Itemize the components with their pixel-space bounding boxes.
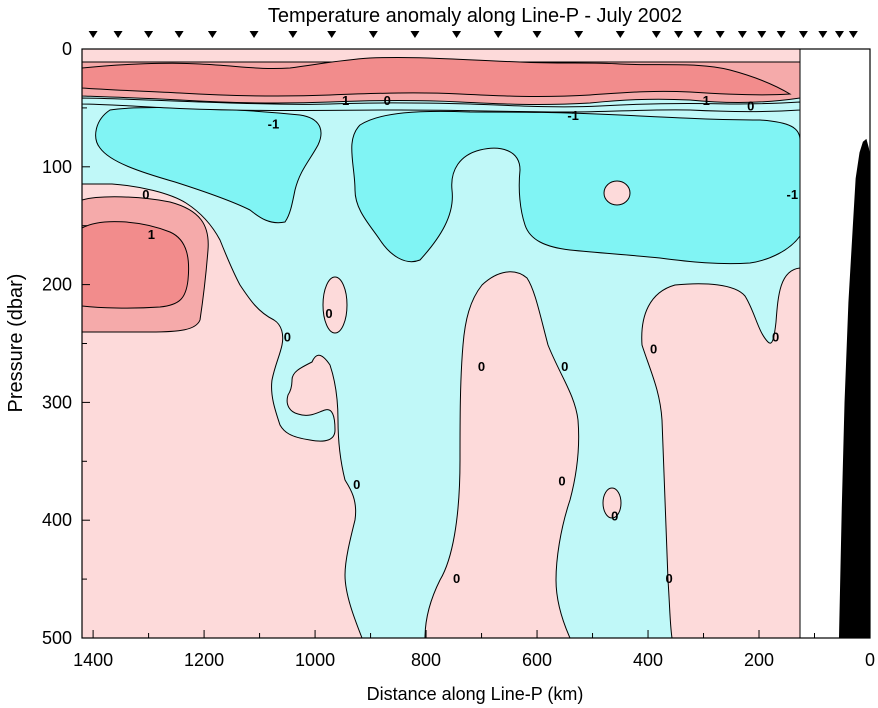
contour-label: 0 [353, 477, 360, 492]
contour-label: -1 [567, 108, 579, 123]
station-marker [693, 31, 703, 38]
station-marker [757, 31, 767, 38]
station-marker [288, 31, 298, 38]
contour-label: -1 [268, 116, 280, 131]
station-marker [144, 31, 154, 38]
x-tick-label: 0 [865, 650, 875, 670]
contour-label: 0 [611, 509, 618, 524]
contour-label: 0 [665, 571, 672, 586]
x-tick-label: 1400 [73, 650, 113, 670]
contour-label: 1 [342, 93, 349, 108]
y-tick-label: 300 [42, 392, 72, 412]
contour-label: 0 [384, 93, 391, 108]
anomaly-region-positive-strong-left [82, 221, 190, 309]
station-marker [452, 31, 462, 38]
station-marker [798, 31, 808, 38]
contour-label: -1 [787, 187, 799, 202]
station-marker [818, 31, 828, 38]
station-marker [249, 31, 259, 38]
chart-title: Temperature anomaly along Line-P - July … [268, 5, 682, 27]
contour-label: 0 [142, 187, 149, 202]
contour-label: 0 [325, 306, 332, 321]
x-tick-label: 800 [411, 650, 441, 670]
y-tick-label: 0 [62, 39, 72, 59]
contour-labels: 1 0 -1 -1 1 0 0 1 -1 0 0 0 0 0 0 0 0 0 0 0 [142, 93, 798, 586]
anomaly-region-negative-strong-center [351, 110, 800, 265]
station-markers [88, 31, 858, 38]
contour-label: 0 [478, 359, 485, 374]
contour-label: 0 [558, 473, 565, 488]
y-tick-label: 400 [42, 510, 72, 530]
x-tick-label: 400 [633, 650, 663, 670]
y-tick-label: 100 [42, 157, 72, 177]
y-tick-label: 500 [42, 628, 72, 648]
contour-label: 0 [650, 341, 657, 356]
contour-label: 1 [703, 93, 710, 108]
anomaly-island-positive [602, 487, 622, 519]
contour-label: 0 [772, 330, 779, 345]
station-marker [574, 31, 584, 38]
contour-label: 1 [148, 227, 155, 242]
anomaly-island-negative [322, 276, 348, 334]
anomaly-island-negative-strong [603, 180, 631, 206]
station-marker [113, 31, 123, 38]
x-tick-label: 1000 [295, 650, 335, 670]
y-axis: 0 100 200 300 400 500 [42, 39, 90, 648]
station-marker [615, 31, 625, 38]
contour-label: 0 [284, 330, 291, 345]
station-marker [532, 31, 542, 38]
station-marker [174, 31, 184, 38]
anomaly-layer-positive-strong-surface [82, 56, 792, 98]
station-marker [327, 31, 337, 38]
station-marker [88, 31, 98, 38]
contour-label: 0 [747, 99, 754, 114]
station-marker [651, 31, 661, 38]
station-marker [715, 31, 725, 38]
y-axis-label: Pressure (dbar) [5, 274, 27, 413]
x-tick-label: 600 [522, 650, 552, 670]
contour-fields [82, 49, 800, 638]
station-marker [848, 31, 858, 38]
station-marker [834, 31, 844, 38]
x-tick-label: 200 [744, 650, 774, 670]
x-tick-label: 1200 [184, 650, 224, 670]
contour-label: 0 [453, 571, 460, 586]
station-marker [207, 31, 217, 38]
y-tick-label: 200 [42, 275, 72, 295]
x-axis: 1400 1200 1000 800 600 400 200 0 [73, 630, 875, 670]
station-marker [737, 31, 747, 38]
station-marker [776, 31, 786, 38]
station-marker [410, 31, 420, 38]
station-marker [674, 31, 684, 38]
x-axis-label: Distance along Line-P (km) [367, 684, 584, 704]
station-marker [493, 31, 503, 38]
station-marker [368, 31, 378, 38]
anomaly-region-negative-strong-left [95, 107, 322, 224]
contour-label: 0 [561, 359, 568, 374]
